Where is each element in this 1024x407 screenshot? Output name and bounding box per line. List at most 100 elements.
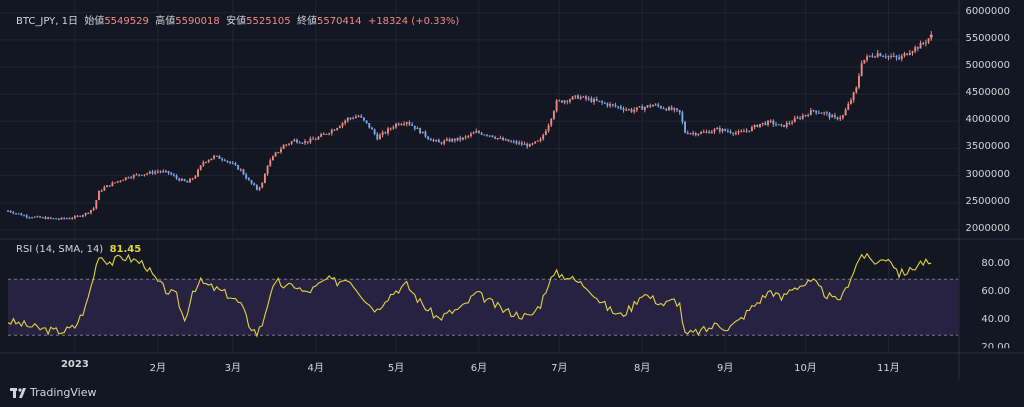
candle-body (646, 105, 649, 108)
candle-body (504, 139, 507, 141)
candle-body (825, 112, 828, 114)
candle-body (531, 143, 534, 145)
candle-body (443, 140, 446, 144)
candle-body (499, 137, 502, 139)
candle-body (775, 124, 777, 126)
candle-body (328, 133, 331, 135)
candle-body (354, 116, 357, 119)
candle-body (379, 135, 381, 140)
candle-body (903, 53, 906, 56)
candle-body (702, 131, 705, 133)
candle-body (218, 155, 221, 159)
candle-body (515, 141, 518, 144)
candle-body (437, 140, 440, 143)
candle-body (874, 56, 876, 58)
candle-body (823, 112, 826, 114)
candle-body (20, 213, 23, 216)
candle-body (748, 130, 751, 132)
candle-body (90, 210, 92, 213)
candle-body (528, 144, 531, 147)
time-tick-label: 8月 (634, 363, 651, 374)
candle-body (191, 178, 194, 180)
candle-body (603, 102, 606, 104)
candle-body (71, 218, 74, 220)
candle-body (673, 108, 676, 110)
candle-body (569, 99, 571, 102)
candle-body (213, 155, 215, 159)
candle-body (908, 53, 911, 55)
candle-body (625, 109, 628, 111)
candle-body (788, 122, 791, 124)
candle-body (9, 210, 12, 213)
price-tick-label: 6000000 (965, 5, 1010, 17)
last-price-marker (929, 34, 933, 38)
rsi-line (7, 252, 932, 338)
candle-body (467, 135, 470, 137)
candle-body (601, 101, 604, 103)
candle-body (197, 169, 199, 177)
candle-body (459, 137, 462, 140)
candle-body (566, 100, 569, 102)
candle-body (237, 165, 240, 170)
candle-body (159, 171, 162, 173)
candle-body (432, 140, 435, 142)
candle-body (392, 127, 395, 129)
candle-body (470, 133, 472, 136)
rsi-band (8, 279, 958, 336)
candle-body (547, 125, 550, 131)
candle-body (847, 103, 850, 110)
candle-body (577, 95, 579, 99)
candle-body (657, 104, 660, 107)
candle-body (863, 59, 866, 64)
candle-body (518, 142, 521, 144)
candle-body (817, 112, 820, 114)
candle-body (523, 143, 526, 145)
candle-body (151, 171, 154, 174)
candle-body (606, 103, 609, 106)
candle-body (809, 110, 812, 116)
candle-body (839, 117, 842, 120)
candle-body (317, 136, 320, 140)
candle-body (544, 130, 547, 135)
candle-body (269, 160, 272, 166)
candle-body (740, 131, 743, 133)
candle-body (705, 131, 708, 133)
candle-body (574, 95, 577, 97)
candle-body (651, 105, 654, 107)
tradingview-logo[interactable]: TradingView (10, 386, 96, 399)
candle-body (314, 139, 317, 141)
candle-body (373, 129, 376, 134)
candle-body (181, 179, 183, 181)
candle-body (130, 177, 133, 179)
candle-body (507, 139, 510, 142)
candle-body (906, 53, 909, 55)
candle-body (472, 132, 475, 134)
candle-body (850, 100, 852, 104)
time-tick-label: 9月 (716, 363, 734, 374)
candle-body (692, 132, 695, 134)
candle-body (154, 171, 157, 174)
candle-body (55, 218, 58, 220)
candle-body (542, 134, 545, 140)
candle-body (866, 56, 868, 60)
candle-body (435, 140, 438, 142)
candle-body (156, 171, 159, 173)
candle-body (119, 180, 122, 182)
candle-body (223, 159, 226, 161)
candle-body (520, 142, 523, 145)
candle-body (33, 216, 36, 218)
candle-body (475, 131, 478, 133)
candle-body (855, 87, 858, 93)
candle-body (534, 141, 537, 144)
candle-body (916, 47, 919, 49)
candle-body (697, 133, 700, 136)
candle-body (330, 129, 333, 134)
candle-body (25, 215, 28, 218)
price-tick-label: 4000000 (965, 114, 1010, 126)
candle-body (344, 120, 347, 123)
candle-body (397, 123, 400, 125)
candle-body (464, 136, 467, 138)
candle-body (215, 155, 218, 157)
candle-body (772, 120, 775, 125)
